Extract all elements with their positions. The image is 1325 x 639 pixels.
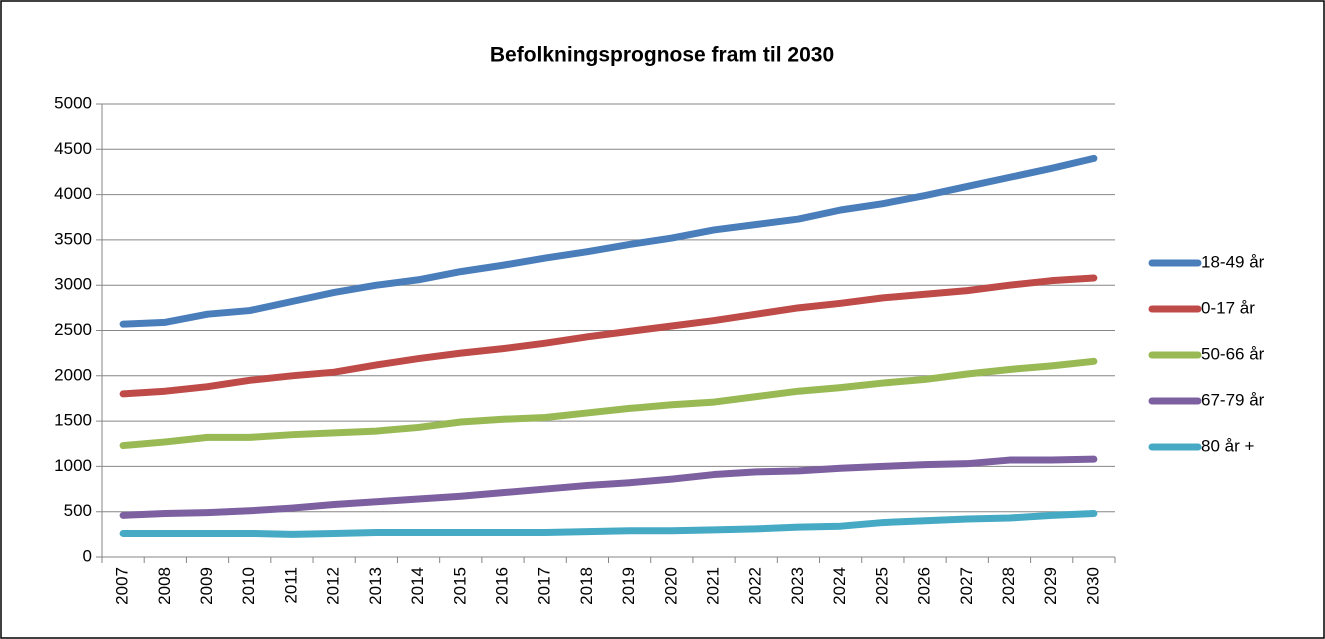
y-tick-label: 2500 [54, 320, 92, 339]
x-tick-label: 2026 [915, 567, 934, 605]
x-tick-label: 2018 [577, 567, 596, 605]
y-tick-label: 1500 [54, 411, 92, 430]
x-tick-label: 2011 [281, 567, 300, 604]
legend-label: 18-49 år [1201, 252, 1265, 271]
series-line [119, 154, 1098, 328]
chart-title: Befolkningsprognose fram til 2030 [490, 44, 834, 67]
x-tick-label: 2020 [661, 567, 680, 605]
x-tick-label: 2027 [957, 567, 976, 605]
x-tick-label: 2021 [704, 567, 723, 605]
x-tick-label: 2016 [492, 567, 511, 605]
y-tick-label: 4500 [54, 139, 92, 158]
x-tick-label: 2014 [408, 567, 427, 605]
y-tick-label: 3500 [54, 229, 92, 248]
legend-label: 67-79 år [1201, 390, 1265, 409]
y-tick-label: 5000 [54, 93, 92, 112]
y-tick-label: 4000 [54, 184, 92, 203]
x-tick-label: 2009 [197, 567, 216, 605]
series-line [119, 455, 1098, 519]
y-tick-label: 0 [83, 546, 92, 565]
series-line [119, 510, 1098, 538]
x-tick-label: 2022 [746, 567, 765, 605]
x-tick-label: 2015 [450, 567, 469, 605]
x-tick-label: 2029 [1041, 567, 1060, 605]
x-tick-label: 2023 [788, 567, 807, 605]
x-tick-label: 2012 [324, 567, 343, 605]
y-tick-label: 1000 [54, 456, 92, 475]
x-tick-label: 2030 [1083, 567, 1102, 605]
y-tick-label: 2000 [54, 365, 92, 384]
x-tick-label: 2010 [239, 567, 258, 605]
x-tick-label: 2008 [155, 567, 174, 605]
x-tick-label: 2017 [535, 567, 554, 605]
x-tick-label: 2024 [830, 567, 849, 605]
x-tick-label: 2028 [999, 567, 1018, 605]
x-tick-label: 2019 [619, 567, 638, 605]
legend-label: 50-66 år [1201, 344, 1265, 363]
y-tick-label: 500 [64, 501, 92, 520]
series-line [119, 357, 1098, 450]
y-tick-label: 3000 [54, 275, 92, 294]
x-tick-label: 2025 [872, 567, 891, 605]
x-tick-label: 2007 [113, 567, 132, 605]
legend-label: 80 år + [1201, 436, 1254, 455]
series-line [119, 274, 1098, 398]
x-tick-label: 2013 [366, 567, 385, 605]
legend-label: 0-17 år [1201, 298, 1255, 317]
